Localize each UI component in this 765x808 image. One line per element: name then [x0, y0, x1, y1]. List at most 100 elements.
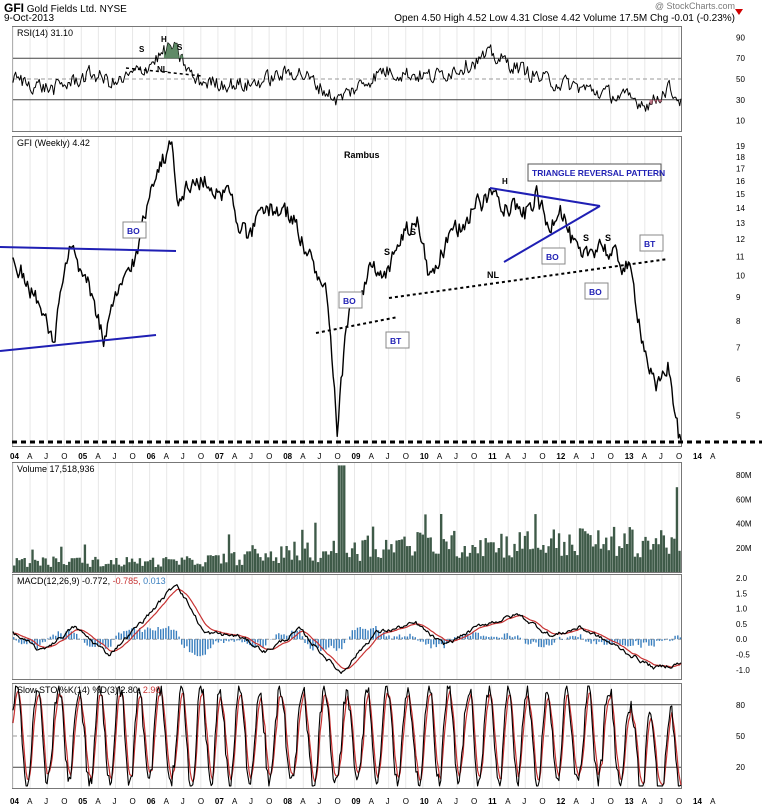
macd-histogram-bar: [162, 628, 164, 640]
macd-histogram-bar: [351, 630, 353, 640]
volume-bar: [523, 535, 527, 572]
volume-bar: [636, 553, 639, 572]
macd-histogram-bar: [167, 626, 170, 640]
macd-histogram-bar: [480, 636, 482, 640]
inverse-hs-neckline: [388, 258, 669, 299]
macd-histogram-bar: [653, 639, 655, 647]
volume-bar: [377, 557, 380, 572]
macd-histogram-bar: [356, 627, 359, 640]
x-axis-label: 10: [420, 797, 429, 806]
macd-histogram-bar: [196, 639, 199, 657]
x-axis-label: 09: [352, 797, 361, 806]
macd-histogram-bar: [228, 639, 230, 642]
macd-histogram-bar: [257, 639, 259, 643]
rsi-legend: RSI(14) 31.10: [17, 28, 73, 38]
rsi-axis-tick: 50: [736, 75, 745, 84]
rsi-oversold-fill: [649, 99, 668, 105]
macd-histogram-bar: [635, 639, 637, 642]
volume-bar: [54, 558, 58, 572]
volume-bar: [157, 564, 160, 572]
annotation-lines: [0, 67, 762, 444]
volume-bar: [172, 559, 176, 572]
macd-histogram-bar: [656, 639, 658, 641]
volume-bar: [332, 540, 335, 572]
volume-bar: [665, 547, 668, 572]
macd-histogram-bar: [217, 639, 220, 643]
volume-bar: [314, 522, 317, 572]
volume-bar: [256, 553, 259, 572]
volume-bar: [646, 540, 650, 572]
volume-bar: [550, 538, 553, 572]
volume-bar: [581, 528, 584, 572]
macd-axis-tick: -1.0: [736, 666, 750, 675]
macd-histogram-bar: [598, 639, 600, 642]
macd-histogram-bar: [249, 639, 251, 646]
macd-histogram-bar: [467, 633, 469, 640]
volume-bar: [358, 560, 362, 572]
rsi-label-s1: S: [139, 45, 145, 54]
volume-bar: [518, 532, 521, 572]
sto-axis-tick: 50: [736, 732, 745, 741]
rsi-line: [12, 41, 682, 112]
bo-label-3: BO: [546, 252, 559, 262]
macd-histogram-bar: [107, 639, 109, 648]
macd-histogram-bar: [118, 632, 120, 640]
sto-d-line: [12, 690, 682, 786]
volume-bar: [83, 544, 87, 572]
macd-histogram-bar: [141, 632, 143, 640]
macd-histogram-bar: [215, 639, 217, 642]
volume-bar: [274, 557, 278, 572]
x-axis-label: A: [642, 797, 648, 806]
macd-histogram-bar: [593, 639, 595, 642]
volume-bar: [193, 564, 197, 572]
macd-histogram-bar: [23, 639, 25, 644]
macd-histogram-bar: [44, 639, 46, 642]
bo-callout-3-box: [541, 247, 566, 265]
macd-histogram-bar: [477, 632, 479, 640]
macd-histogram-bar: [26, 639, 28, 645]
price-axis-tick: 9: [736, 293, 741, 302]
x-axis-label: J: [317, 797, 321, 806]
volume-bar: [466, 556, 469, 572]
macd-histogram-bar: [230, 639, 233, 641]
macd-histogram-bar: [152, 630, 154, 640]
macd-histogram-bar: [427, 639, 430, 644]
macd-histogram-bar: [524, 639, 527, 644]
x-axis-label: A: [27, 797, 33, 806]
macd-histogram-bar: [430, 639, 432, 649]
volume-bar: [162, 558, 165, 572]
volume-bar: [639, 557, 642, 572]
volume-bar: [340, 465, 343, 572]
macd-histogram-bar: [595, 639, 598, 645]
macd-histogram-bar: [102, 639, 104, 645]
volume-bar: [264, 553, 267, 572]
volume-bar: [586, 533, 590, 572]
rsi-label-s2: S: [177, 43, 183, 52]
macd-histogram-bar: [616, 639, 619, 643]
x-axis-label: 11: [488, 452, 497, 461]
volume-axis-tick: 60M: [736, 495, 752, 504]
volume-bar: [248, 551, 252, 572]
macd-histogram-bar: [338, 639, 340, 649]
volume-bar: [329, 551, 333, 572]
macd-histogram-bar: [341, 639, 343, 650]
macd-histogram-bar: [157, 627, 159, 640]
volume-bar: [107, 563, 110, 572]
macd-histogram-bar: [209, 639, 212, 649]
x-axis-label: 07: [215, 797, 224, 806]
x-axis-label: 12: [556, 797, 565, 806]
volume-bar: [149, 559, 152, 572]
label-h: H: [502, 177, 508, 186]
macd-histogram-bar: [186, 639, 188, 647]
x-axis-label: J: [44, 452, 48, 461]
volume-legend: Volume 17,518,936: [17, 464, 95, 474]
volume-bar: [392, 552, 396, 572]
volume-bar: [146, 561, 149, 572]
macd-histogram-bar: [645, 639, 647, 643]
volume-bar: [474, 547, 477, 572]
volume-bar: [288, 550, 291, 572]
volume-bar: [31, 549, 34, 572]
macd-histogram-bar: [251, 639, 254, 648]
volume-bar: [403, 536, 406, 572]
volume-bar: [183, 559, 186, 572]
